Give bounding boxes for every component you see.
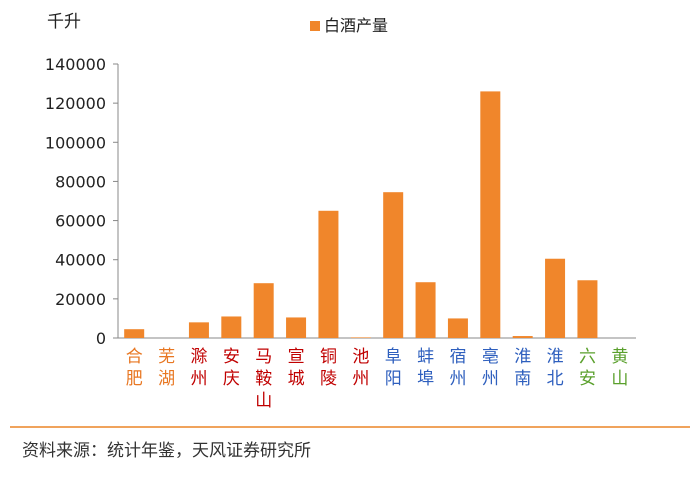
x-tick-label: 铜陵 (320, 347, 337, 389)
y-tick-label: 120000 (45, 94, 106, 113)
bar (545, 258, 566, 338)
x-tick-label: 宣城 (288, 347, 305, 389)
y-tick-label: 0 (96, 329, 106, 348)
x-tick-label: 合肥 (126, 347, 143, 389)
y-tick-label: 100000 (45, 133, 106, 152)
y-tick-label: 140000 (45, 55, 106, 74)
y-tick-label: 40000 (55, 251, 106, 270)
x-tick-label: 阜阳 (385, 347, 402, 389)
x-tick-label: 宿州 (449, 347, 466, 389)
y-axis-unit-label: 千升 (47, 12, 81, 32)
source-note: 资料来源：统计年鉴，天风证券研究所 (22, 441, 311, 461)
x-tick-label: 芜湖 (158, 347, 175, 389)
x-tick-label: 蚌埠 (417, 347, 434, 389)
bar (188, 322, 209, 338)
bar (124, 329, 145, 338)
x-tick-label: 黄山 (611, 347, 628, 389)
legend-swatch (310, 21, 320, 31)
y-tick-label: 20000 (55, 290, 106, 309)
bar (350, 337, 371, 338)
y-tick-label: 60000 (55, 212, 106, 231)
bar-chart: 千升 白酒产量 0 20000 40000 60000 80000 100000 12000… (45, 12, 636, 411)
x-tick-label: 马鞍山 (255, 347, 272, 411)
x-tick-label: 六安 (579, 347, 596, 389)
x-tick-label: 滁州 (190, 347, 207, 389)
bar (415, 282, 436, 338)
y-ticks: 0 20000 40000 60000 80000 100000 120000 140000 (45, 55, 118, 348)
x-tick-label: 池州 (352, 347, 369, 389)
bar (286, 317, 307, 338)
bar (447, 318, 468, 338)
source-divider (10, 426, 690, 428)
bar (512, 336, 533, 338)
bar (253, 283, 274, 338)
x-tick-label: 淮北 (547, 347, 564, 389)
x-tick-label: 安庆 (223, 347, 240, 389)
bar (221, 316, 242, 338)
bar (383, 192, 404, 338)
y-tick-label: 80000 (55, 172, 106, 191)
bars (124, 91, 598, 339)
bar (480, 91, 501, 339)
bar (318, 210, 339, 338)
x-tick-label: 淮南 (514, 347, 531, 389)
x-tick-label: 亳州 (482, 347, 499, 389)
legend-label: 白酒产量 (324, 16, 388, 35)
bar (577, 280, 598, 338)
